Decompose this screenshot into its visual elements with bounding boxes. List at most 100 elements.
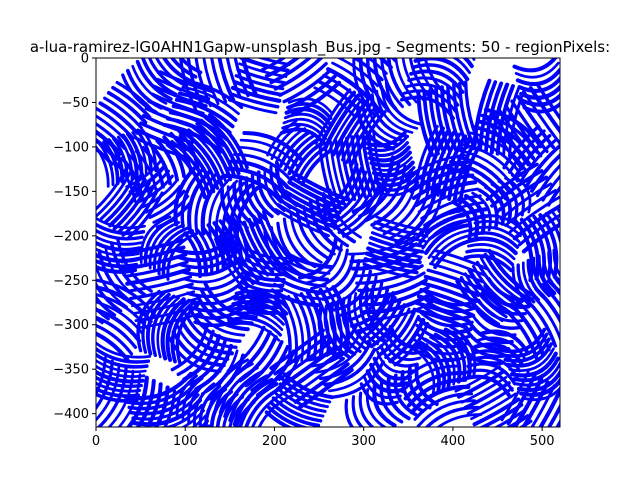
streamline	[214, 362, 254, 410]
streamline	[379, 344, 419, 368]
streamline	[388, 317, 426, 364]
streamline	[264, 58, 301, 79]
streamline	[103, 96, 143, 130]
streamline	[199, 419, 209, 427]
streamline	[358, 391, 376, 427]
streamline	[187, 306, 242, 343]
streamline	[344, 398, 354, 427]
streamline	[174, 232, 238, 256]
streamline	[498, 327, 547, 354]
streamline	[530, 384, 556, 427]
streamline	[228, 311, 284, 331]
streamline	[180, 254, 243, 277]
streamline	[96, 315, 138, 349]
streamline	[372, 384, 397, 427]
streamline	[424, 405, 480, 427]
streamline	[510, 351, 558, 378]
streamline	[135, 59, 173, 101]
streamline	[490, 169, 544, 208]
streamline	[96, 307, 142, 343]
streamline	[418, 213, 466, 246]
streamline	[283, 134, 316, 172]
streamline	[250, 344, 290, 392]
streamline	[273, 58, 324, 91]
streamline	[239, 280, 284, 293]
streamline	[480, 113, 539, 154]
streamline	[423, 274, 480, 297]
streamline	[234, 289, 290, 311]
streamline	[528, 86, 560, 135]
streamline	[501, 332, 549, 358]
streamline	[266, 405, 310, 427]
streamline	[281, 257, 331, 275]
streamline	[420, 194, 482, 220]
streamline	[400, 369, 425, 414]
streamline	[409, 166, 472, 194]
x-tick-label: 200	[262, 434, 287, 449]
streamline	[401, 364, 461, 394]
streamline	[269, 58, 313, 85]
streamline	[512, 376, 544, 427]
streamline	[505, 342, 553, 368]
streamline	[462, 58, 474, 69]
streamline	[184, 79, 244, 110]
streamline	[364, 164, 407, 223]
streamline	[314, 335, 367, 374]
streamline	[136, 289, 161, 353]
streamline	[96, 363, 121, 422]
streamline	[418, 309, 474, 328]
streamline	[469, 131, 527, 171]
streamline	[547, 250, 560, 287]
streamline	[187, 169, 212, 231]
streamline	[402, 89, 458, 114]
streamline	[256, 170, 280, 216]
streamline	[351, 395, 365, 427]
streamline	[178, 247, 241, 270]
x-tick-label: 400	[441, 434, 466, 449]
streamline	[298, 237, 338, 280]
y-tick-label: −50	[62, 96, 89, 111]
streamline	[96, 144, 110, 188]
streamline	[421, 218, 468, 250]
streamline	[96, 356, 107, 397]
streamline	[342, 185, 386, 238]
streamline	[293, 293, 312, 361]
streamline	[118, 238, 184, 257]
streamline	[413, 342, 441, 394]
streamline	[250, 173, 274, 219]
streamline	[468, 236, 518, 256]
streamline	[404, 153, 466, 180]
streamline	[321, 192, 356, 244]
streamline	[476, 119, 535, 160]
streamline	[203, 281, 258, 320]
streamline	[419, 302, 476, 321]
streamline	[472, 397, 521, 427]
streamline	[349, 110, 387, 168]
streamline	[368, 241, 423, 259]
streamline	[170, 139, 211, 196]
streamline	[225, 58, 243, 100]
streamline	[503, 337, 551, 363]
streamline	[282, 250, 334, 270]
streamline	[282, 372, 334, 400]
streamline	[282, 68, 333, 104]
streamline	[106, 91, 148, 125]
streamline	[386, 376, 411, 421]
y-tick-label: −350	[53, 363, 89, 378]
streamline	[547, 403, 560, 427]
streamline	[305, 323, 359, 362]
streamline	[315, 196, 350, 248]
streamline	[184, 269, 247, 291]
streamline	[218, 366, 259, 414]
streamline	[239, 58, 290, 73]
streamline	[321, 259, 361, 301]
streamline	[452, 58, 471, 75]
streamline	[429, 262, 484, 284]
streamline	[335, 299, 362, 353]
streamline	[540, 283, 560, 309]
streamline	[238, 285, 283, 299]
streamline	[234, 301, 279, 316]
streamline	[244, 258, 288, 271]
streamline	[96, 293, 149, 330]
streamline	[273, 334, 330, 376]
